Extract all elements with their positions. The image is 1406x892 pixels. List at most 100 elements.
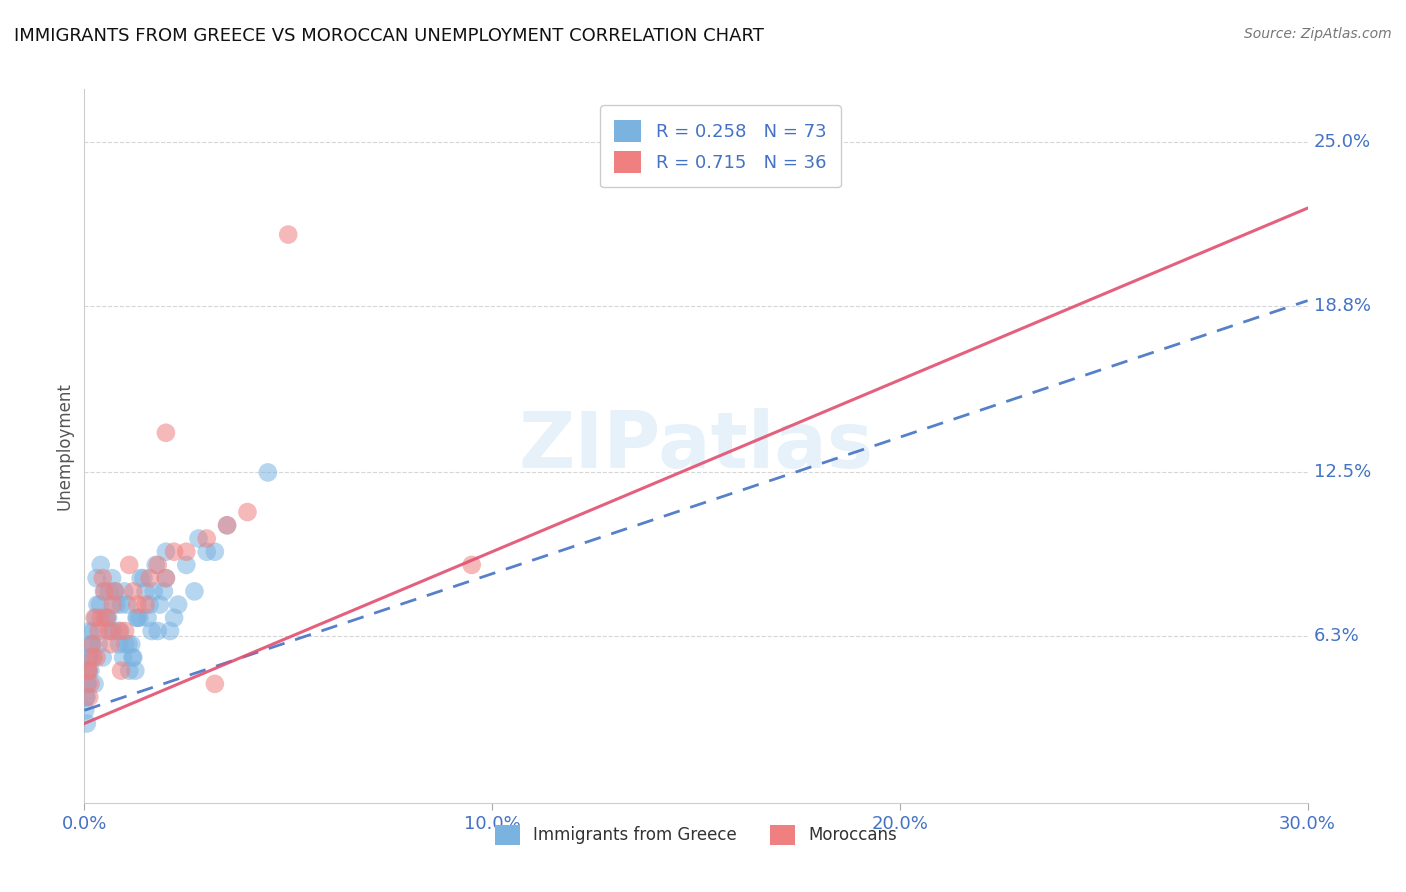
Point bbox=[115, 598, 138, 612]
Point bbox=[90, 558, 112, 572]
Point bbox=[79, 664, 101, 678]
Point bbox=[217, 518, 239, 533]
Point bbox=[142, 584, 165, 599]
Point bbox=[100, 637, 122, 651]
Point bbox=[79, 624, 101, 638]
Point bbox=[121, 650, 143, 665]
Point bbox=[93, 584, 115, 599]
Point bbox=[277, 227, 299, 242]
Point bbox=[146, 624, 169, 638]
Point bbox=[128, 611, 150, 625]
Point bbox=[104, 584, 127, 599]
Point bbox=[114, 637, 136, 651]
Point bbox=[112, 650, 135, 665]
Point bbox=[118, 558, 141, 572]
Point bbox=[87, 637, 110, 651]
Point bbox=[101, 571, 124, 585]
Point bbox=[89, 598, 111, 612]
Point bbox=[91, 571, 114, 585]
Text: IMMIGRANTS FROM GREECE VS MOROCCAN UNEMPLOYMENT CORRELATION CHART: IMMIGRANTS FROM GREECE VS MOROCCAN UNEMP… bbox=[14, 27, 763, 45]
Point bbox=[195, 545, 218, 559]
Point bbox=[204, 677, 226, 691]
Point bbox=[76, 677, 98, 691]
Point bbox=[76, 677, 98, 691]
Point bbox=[236, 505, 259, 519]
Point bbox=[79, 677, 101, 691]
Point bbox=[138, 571, 160, 585]
Point bbox=[77, 664, 100, 678]
Point bbox=[86, 650, 108, 665]
Point bbox=[257, 466, 280, 480]
Point bbox=[135, 584, 157, 599]
Point bbox=[80, 637, 103, 651]
Point bbox=[76, 716, 98, 731]
Y-axis label: Unemployment: Unemployment bbox=[55, 382, 73, 510]
Point bbox=[110, 624, 132, 638]
Text: Source: ZipAtlas.com: Source: ZipAtlas.com bbox=[1244, 27, 1392, 41]
Point bbox=[80, 637, 103, 651]
Point bbox=[100, 624, 122, 638]
Point bbox=[163, 545, 186, 559]
Point bbox=[82, 650, 104, 665]
Point bbox=[136, 611, 159, 625]
Point bbox=[159, 624, 181, 638]
Point bbox=[153, 584, 176, 599]
Point bbox=[97, 611, 120, 625]
Point bbox=[155, 425, 177, 440]
Point bbox=[77, 650, 100, 665]
Point bbox=[117, 637, 139, 651]
Point bbox=[75, 690, 97, 704]
Point bbox=[86, 571, 108, 585]
Point bbox=[83, 677, 105, 691]
Point bbox=[135, 598, 157, 612]
Point bbox=[112, 584, 135, 599]
Point bbox=[77, 664, 100, 678]
Point bbox=[167, 598, 190, 612]
Point bbox=[217, 518, 239, 533]
Point bbox=[110, 598, 132, 612]
Point bbox=[104, 584, 127, 599]
Point bbox=[174, 558, 197, 572]
Point bbox=[83, 611, 105, 625]
Point bbox=[114, 624, 136, 638]
Point bbox=[195, 532, 218, 546]
Point bbox=[155, 571, 177, 585]
Point bbox=[101, 624, 124, 638]
Point bbox=[87, 624, 110, 638]
Point bbox=[77, 664, 100, 678]
Point bbox=[90, 611, 112, 625]
Point bbox=[101, 598, 124, 612]
Point bbox=[77, 650, 100, 665]
Point bbox=[127, 598, 149, 612]
Point bbox=[155, 571, 177, 585]
Point bbox=[187, 532, 209, 546]
Point bbox=[183, 584, 205, 599]
Point bbox=[125, 611, 148, 625]
Point bbox=[118, 664, 141, 678]
Point bbox=[124, 664, 146, 678]
Point bbox=[86, 598, 108, 612]
Point bbox=[97, 584, 120, 599]
Point bbox=[82, 650, 104, 665]
Legend: Immigrants from Greece, Moroccans: Immigrants from Greece, Moroccans bbox=[488, 818, 904, 852]
Text: ZIPatlas: ZIPatlas bbox=[519, 408, 873, 484]
Point bbox=[174, 545, 197, 559]
Point bbox=[93, 584, 115, 599]
Point bbox=[76, 664, 98, 678]
Point bbox=[122, 584, 145, 599]
Point bbox=[105, 598, 128, 612]
Point bbox=[97, 624, 120, 638]
Point bbox=[138, 598, 160, 612]
Point bbox=[77, 690, 100, 704]
Point bbox=[129, 571, 152, 585]
Point bbox=[149, 598, 172, 612]
Point bbox=[127, 611, 149, 625]
Point bbox=[84, 611, 107, 625]
Point bbox=[146, 558, 169, 572]
Point bbox=[163, 611, 186, 625]
Point bbox=[82, 637, 104, 651]
Point bbox=[96, 611, 118, 625]
Point bbox=[145, 558, 167, 572]
Text: 6.3%: 6.3% bbox=[1313, 627, 1360, 645]
Point bbox=[82, 624, 104, 638]
